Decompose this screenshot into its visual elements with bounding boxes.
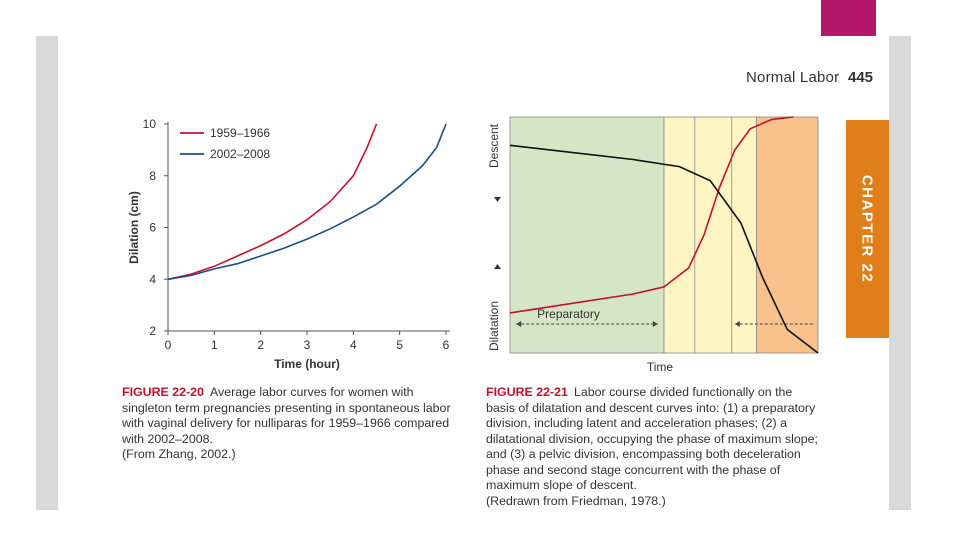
running-title: Normal Labor: [746, 69, 840, 86]
y-tick-label: 4: [149, 272, 156, 286]
curve-1: [509, 116, 794, 314]
x-tick-label: 2: [257, 338, 264, 352]
figure-22-21-credit: (Redrawn from Friedman, 1978.): [486, 493, 666, 508]
figure-22-21-text: Labor course divided functionally on the…: [486, 385, 818, 492]
division-region-1: [509, 116, 665, 354]
x-tick-label: 5: [396, 338, 403, 352]
y-tick-label: 10: [143, 117, 157, 131]
dilatation-axis-label: Dilatation: [487, 301, 501, 351]
chapter-tab: CHAPTER 22: [846, 120, 889, 338]
figure-22-21-caption: FIGURE 22-21 Labor course divided functio…: [486, 385, 818, 509]
pelvic-span-left-arrow-icon: [734, 321, 740, 327]
time-axis-label: Time: [647, 360, 674, 374]
series-line-1: [167, 123, 378, 281]
legend-label-2: 2002–2008: [210, 147, 270, 161]
y-tick-label: 8: [149, 169, 156, 183]
figure-22-20-chart: 0 1 2 3 4 5 6 2 4 6 8 10 Time (hour) Dilation (cm) 195…: [127, 117, 450, 371]
y-tick-label: 6: [149, 221, 156, 235]
series-line-2: [167, 123, 447, 281]
x-tick-label: 4: [350, 338, 357, 352]
x-tick-label: 3: [304, 338, 311, 352]
figure-22-21-label: FIGURE 22-21: [486, 385, 568, 399]
textbook-page: Normal Labor 445 CHAPTER 22 0 1 2 3 4 5 6 2 4 6 8 1…: [58, 36, 889, 510]
span-left-arrow-icon: [516, 321, 522, 327]
legend-label-1: 1959–1966: [210, 126, 270, 140]
figure-22-20-credit: (From Zhang, 2002.): [122, 447, 236, 461]
x-axis-title: Time (hour): [274, 357, 340, 371]
preparatory-label: Preparatory: [537, 307, 600, 321]
right-margin-strip: [889, 36, 911, 510]
x-tick-label: 0: [165, 338, 172, 352]
descent-arrow-icon: [494, 197, 501, 202]
y-tick-label: 2: [149, 324, 156, 338]
figure-22-21-chart: Descent Dilatation Time Preparatory: [487, 116, 819, 374]
dilatation-arrow-icon: [494, 264, 501, 269]
y-axis-title: Dilation (cm): [127, 191, 141, 264]
figure-22-20-label: FIGURE 22-20: [122, 385, 204, 399]
figure-22-20-caption: FIGURE 22-20 Average labor curves for wom…: [122, 385, 462, 463]
page-number: 445: [848, 69, 874, 86]
chapter-tab-label: CHAPTER 22: [858, 174, 876, 284]
curve-2: [509, 144, 819, 354]
division-region-2: [663, 116, 757, 354]
division-region-3: [756, 116, 819, 354]
figure-22-20-text: Average labor curves for women with sing…: [122, 385, 451, 446]
x-tick-label: 6: [443, 338, 450, 352]
accent-bar: [821, 0, 876, 36]
left-margin-strip: [36, 36, 58, 510]
descent-axis-label: Descent: [487, 123, 501, 168]
x-tick-label: 1: [211, 338, 218, 352]
span-right-arrow-icon: [652, 321, 658, 327]
